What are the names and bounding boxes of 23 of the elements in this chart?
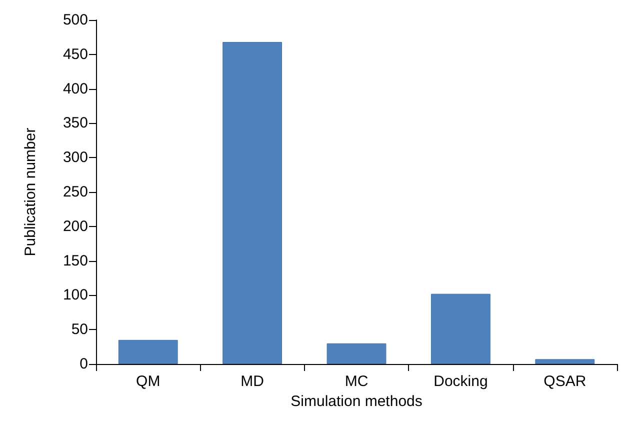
- y-tick-label: 450: [62, 46, 88, 63]
- y-tick-label: 100: [62, 286, 88, 304]
- y-tick-label: 350: [62, 114, 88, 132]
- bar: [222, 42, 282, 364]
- y-tick-label: 50: [71, 321, 88, 338]
- y-tick-label: 250: [62, 184, 88, 200]
- bar: [118, 340, 178, 364]
- y-axis-title: Publication number: [22, 128, 39, 256]
- x-tick-label: MC: [344, 373, 368, 390]
- x-tick-label: Docking: [434, 373, 488, 390]
- x-tick-label: MD: [240, 373, 264, 390]
- y-tick-label: 200: [62, 218, 88, 235]
- y-tick-label: 500: [62, 12, 88, 28]
- x-tick-label: QSAR: [544, 373, 586, 390]
- y-tick-label: 0: [80, 356, 88, 372]
- y-tick-label: 300: [62, 149, 88, 166]
- bar: [535, 359, 595, 364]
- y-tick-label: 150: [62, 252, 88, 270]
- x-tick-label: QM: [136, 373, 160, 390]
- bar: [431, 294, 490, 364]
- y-tick-label: 400: [62, 80, 88, 98]
- bar: [326, 343, 386, 364]
- x-axis-title: Simulation methods: [290, 392, 422, 410]
